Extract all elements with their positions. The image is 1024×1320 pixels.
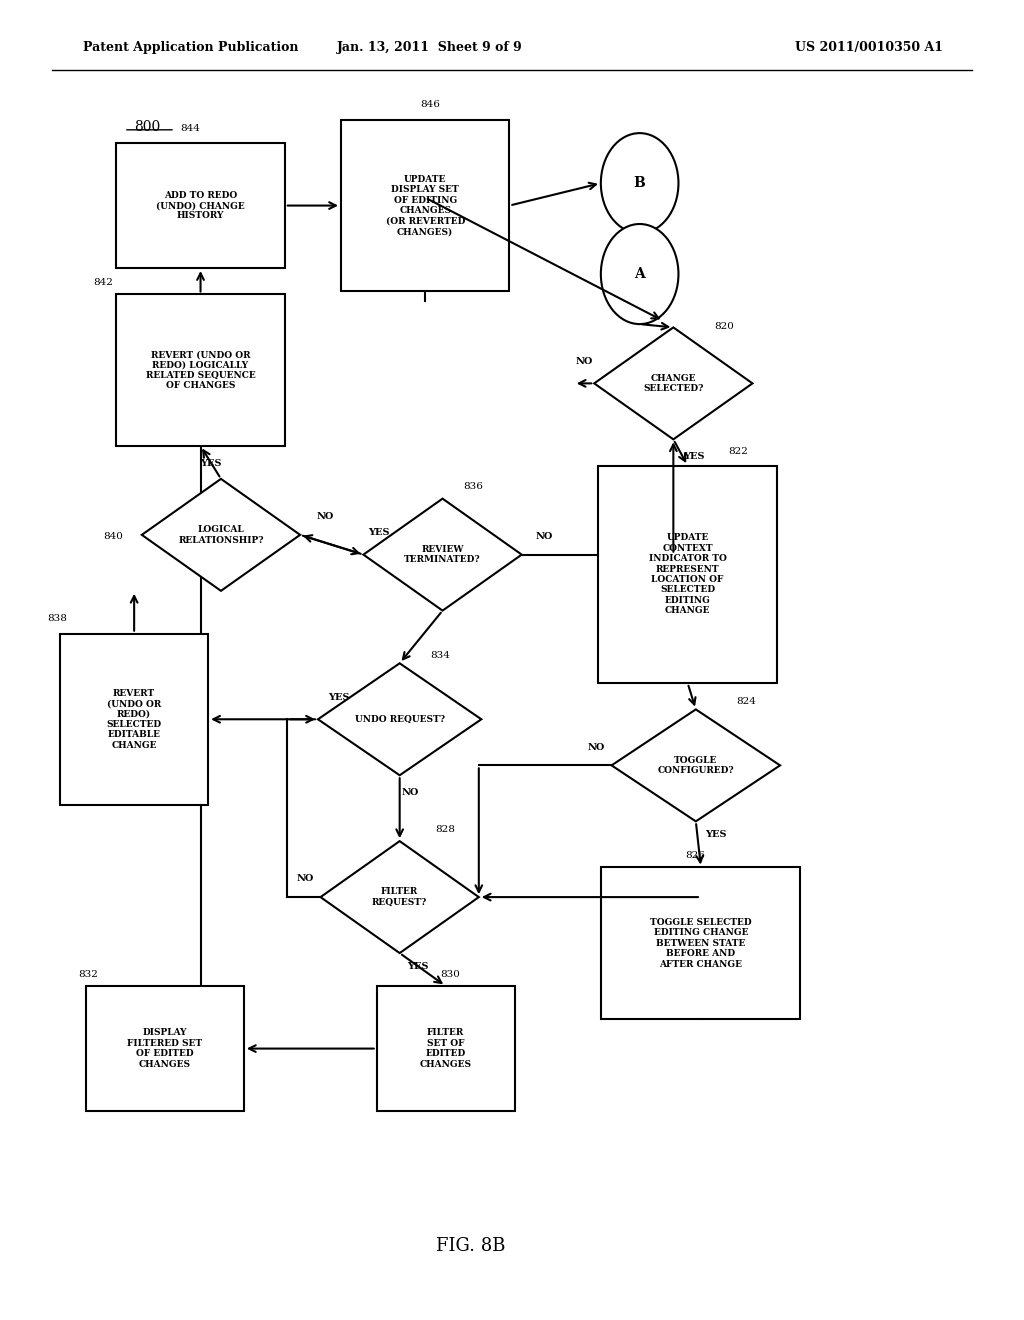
Text: YES: YES	[328, 693, 349, 701]
Text: 834: 834	[430, 651, 451, 660]
Text: 822: 822	[728, 447, 749, 455]
Text: US 2011/0010350 A1: US 2011/0010350 A1	[796, 41, 943, 54]
Text: REVERT
(UNDO OR
REDO)
SELECTED
EDITABLE
CHANGE: REVERT (UNDO OR REDO) SELECTED EDITABLE …	[106, 689, 162, 750]
Text: TOGGLE
CONFIGURED?: TOGGLE CONFIGURED?	[657, 755, 734, 775]
Text: 842: 842	[93, 279, 114, 288]
Polygon shape	[141, 479, 300, 591]
Text: LOGICAL
RELATIONSHIP?: LOGICAL RELATIONSHIP?	[178, 525, 264, 545]
Circle shape	[601, 224, 679, 325]
Text: FILTER
REQUEST?: FILTER REQUEST?	[372, 887, 427, 907]
Text: 846: 846	[420, 100, 440, 110]
Text: UNDO REQUEST?: UNDO REQUEST?	[354, 714, 444, 723]
Text: 824: 824	[736, 697, 757, 706]
Text: 830: 830	[440, 970, 461, 978]
Text: DISPLAY
FILTERED SET
OF EDITED
CHANGES: DISPLAY FILTERED SET OF EDITED CHANGES	[127, 1028, 203, 1069]
Text: 800: 800	[134, 120, 161, 133]
Text: REVERT (UNDO OR
REDO) LOGICALLY
RELATED SEQUENCE
OF CHANGES: REVERT (UNDO OR REDO) LOGICALLY RELATED …	[145, 350, 255, 391]
Text: UPDATE
DISPLAY SET
OF EDITING
CHANGES
(OR REVERTED
CHANGES): UPDATE DISPLAY SET OF EDITING CHANGES (O…	[385, 176, 465, 236]
Text: TOGGLE SELECTED
EDITING CHANGE
BETWEEN STATE
BEFORE AND
AFTER CHANGE: TOGGLE SELECTED EDITING CHANGE BETWEEN S…	[650, 917, 752, 969]
Text: REVIEW
TERMINATED?: REVIEW TERMINATED?	[404, 545, 481, 565]
FancyBboxPatch shape	[117, 143, 285, 268]
Text: NO: NO	[588, 743, 605, 751]
Text: NO: NO	[575, 356, 593, 366]
FancyBboxPatch shape	[341, 120, 510, 292]
Text: Patent Application Publication: Patent Application Publication	[83, 41, 299, 54]
Text: NO: NO	[401, 788, 419, 797]
Polygon shape	[364, 499, 521, 611]
Text: 838: 838	[47, 614, 68, 623]
FancyBboxPatch shape	[60, 634, 208, 805]
Text: 828: 828	[435, 825, 456, 834]
Text: B: B	[634, 176, 645, 190]
Text: 826: 826	[686, 851, 706, 861]
FancyBboxPatch shape	[86, 986, 244, 1111]
Text: NO: NO	[297, 874, 313, 883]
Text: UPDATE
CONTEXT
INDICATOR TO
REPRESENT
LOCATION OF
SELECTED
EDITING
CHANGE: UPDATE CONTEXT INDICATOR TO REPRESENT LO…	[649, 533, 727, 615]
Text: NO: NO	[317, 512, 334, 521]
FancyBboxPatch shape	[117, 294, 285, 446]
Text: YES: YES	[408, 962, 429, 972]
Text: 820: 820	[714, 322, 734, 331]
Polygon shape	[321, 841, 479, 953]
Polygon shape	[318, 663, 481, 775]
Circle shape	[601, 133, 679, 234]
Text: YES: YES	[200, 459, 221, 467]
Text: 840: 840	[103, 532, 123, 541]
FancyBboxPatch shape	[601, 867, 801, 1019]
Text: A: A	[634, 267, 645, 281]
Polygon shape	[594, 327, 753, 440]
Text: 844: 844	[180, 124, 200, 133]
Text: NO: NO	[536, 532, 553, 541]
Text: YES: YES	[368, 528, 389, 537]
Text: YES: YES	[706, 830, 727, 840]
Text: YES: YES	[683, 453, 705, 461]
Text: FILTER
SET OF
EDITED
CHANGES: FILTER SET OF EDITED CHANGES	[420, 1028, 472, 1069]
FancyBboxPatch shape	[377, 986, 514, 1111]
Text: Jan. 13, 2011  Sheet 9 of 9: Jan. 13, 2011 Sheet 9 of 9	[338, 41, 523, 54]
Text: 836: 836	[463, 482, 483, 491]
Text: CHANGE
SELECTED?: CHANGE SELECTED?	[643, 374, 703, 393]
FancyBboxPatch shape	[598, 466, 777, 682]
Text: 832: 832	[78, 970, 98, 978]
Polygon shape	[611, 709, 780, 821]
Text: ADD TO REDO
(UNDO) CHANGE
HISTORY: ADD TO REDO (UNDO) CHANGE HISTORY	[156, 190, 245, 220]
Text: FIG. 8B: FIG. 8B	[436, 1237, 506, 1255]
